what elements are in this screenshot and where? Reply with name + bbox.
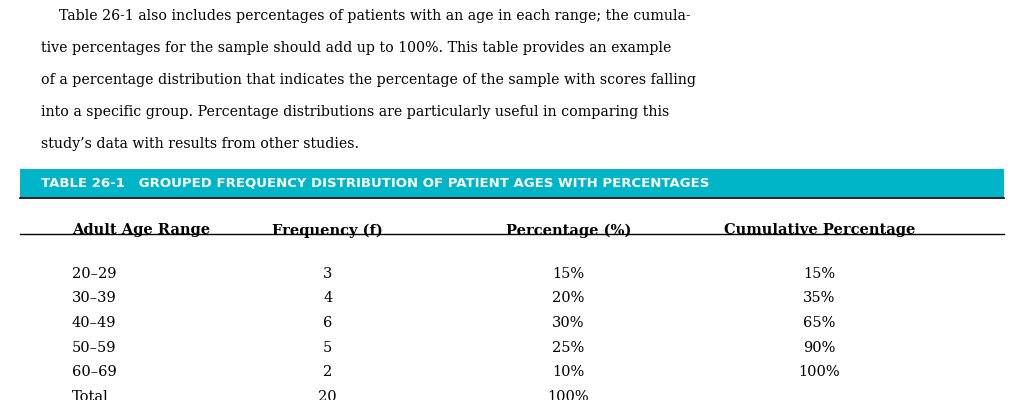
Text: 2: 2 bbox=[323, 366, 333, 380]
Text: 30%: 30% bbox=[552, 316, 585, 330]
Text: 20: 20 bbox=[318, 390, 337, 400]
Text: 100%: 100% bbox=[799, 366, 840, 380]
Text: Table 26-1 also includes percentages of patients with an age in each range; the : Table 26-1 also includes percentages of … bbox=[41, 9, 690, 23]
Text: tive percentages for the sample should add up to 100%. This table provides an ex: tive percentages for the sample should a… bbox=[41, 41, 672, 55]
Text: 20%: 20% bbox=[552, 292, 585, 306]
Text: of a percentage distribution that indicates the percentage of the sample with sc: of a percentage distribution that indica… bbox=[41, 73, 696, 87]
Text: study’s data with results from other studies.: study’s data with results from other stu… bbox=[41, 137, 359, 151]
Text: 30–39: 30–39 bbox=[72, 292, 117, 306]
Text: 15%: 15% bbox=[803, 267, 836, 281]
Text: 35%: 35% bbox=[803, 292, 836, 306]
Text: 90%: 90% bbox=[803, 341, 836, 355]
Text: Percentage (%): Percentage (%) bbox=[506, 223, 631, 238]
Text: 60–69: 60–69 bbox=[72, 366, 117, 380]
Text: 25%: 25% bbox=[552, 341, 585, 355]
Text: 6: 6 bbox=[323, 316, 333, 330]
Text: 20–29: 20–29 bbox=[72, 267, 116, 281]
Text: 65%: 65% bbox=[803, 316, 836, 330]
Text: into a specific group. Percentage distributions are particularly useful in compa: into a specific group. Percentage distri… bbox=[41, 105, 670, 119]
Text: Frequency (f): Frequency (f) bbox=[272, 223, 383, 238]
Text: Cumulative Percentage: Cumulative Percentage bbox=[724, 223, 914, 237]
Text: 5: 5 bbox=[323, 341, 333, 355]
Text: 40–49: 40–49 bbox=[72, 316, 116, 330]
Text: Total: Total bbox=[72, 390, 109, 400]
Text: 15%: 15% bbox=[552, 267, 585, 281]
Text: 3: 3 bbox=[323, 267, 333, 281]
Text: 4: 4 bbox=[323, 292, 333, 306]
Text: 10%: 10% bbox=[552, 366, 585, 380]
Text: Adult Age Range: Adult Age Range bbox=[72, 223, 210, 237]
Text: 100%: 100% bbox=[548, 390, 589, 400]
Text: 50–59: 50–59 bbox=[72, 341, 116, 355]
Text: TABLE 26-1   GROUPED FREQUENCY DISTRIBUTION OF PATIENT AGES WITH PERCENTAGES: TABLE 26-1 GROUPED FREQUENCY DISTRIBUTIO… bbox=[41, 177, 710, 190]
FancyBboxPatch shape bbox=[20, 169, 1004, 198]
